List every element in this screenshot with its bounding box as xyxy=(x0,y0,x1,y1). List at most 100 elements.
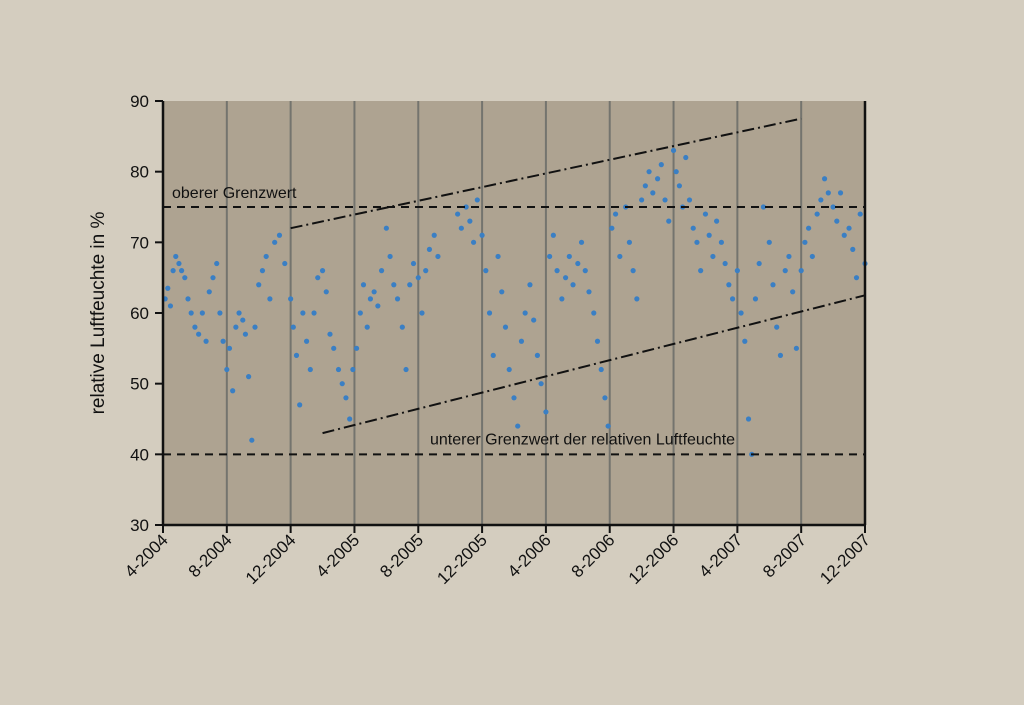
data-point xyxy=(729,296,736,302)
data-point xyxy=(236,310,242,316)
data-point xyxy=(522,310,528,316)
data-point xyxy=(506,366,512,373)
data-point xyxy=(654,176,661,182)
data-point xyxy=(307,366,313,373)
data-point xyxy=(391,282,397,288)
data-point xyxy=(850,246,856,252)
data-point xyxy=(714,218,720,224)
data-point xyxy=(777,352,784,358)
y-tick-label: 50 xyxy=(130,375,149,394)
data-point xyxy=(327,331,333,337)
data-point xyxy=(165,285,171,291)
data-point xyxy=(303,338,310,344)
data-point xyxy=(802,239,808,245)
x-tick-label: 12-2007 xyxy=(816,530,874,588)
data-point xyxy=(666,218,672,224)
y-axis-title: relative Luftfeuchte in % xyxy=(88,212,109,415)
data-point xyxy=(206,289,212,295)
data-point xyxy=(634,296,640,302)
data-point xyxy=(694,239,700,245)
data-point xyxy=(734,268,740,274)
data-point xyxy=(394,296,401,302)
data-point xyxy=(770,282,776,288)
data-point xyxy=(176,260,182,267)
data-point xyxy=(249,437,255,443)
data-point xyxy=(534,352,541,358)
data-point xyxy=(821,176,828,182)
upper-limit-label: oberer Grenzwert xyxy=(172,185,297,202)
data-point xyxy=(300,310,306,316)
data-point xyxy=(230,388,236,394)
trend-lines xyxy=(290,117,866,435)
data-point xyxy=(357,310,363,316)
x-tick-label: 4-2007 xyxy=(695,530,746,581)
data-point xyxy=(786,253,792,260)
data-point xyxy=(343,395,349,401)
data-point xyxy=(426,246,433,252)
data-point xyxy=(511,395,517,401)
data-point xyxy=(502,324,509,330)
data-point xyxy=(559,296,565,302)
data-point xyxy=(722,260,728,267)
data-point xyxy=(683,154,689,161)
data-point xyxy=(825,190,831,196)
data-point xyxy=(293,352,300,358)
data-point xyxy=(698,268,704,274)
x-tick-label: 8-2005 xyxy=(376,530,427,581)
data-point xyxy=(837,190,844,196)
x-tick-label: 4-2005 xyxy=(312,530,363,581)
data-point xyxy=(566,253,572,260)
data-point xyxy=(543,409,549,415)
data-point xyxy=(350,366,356,373)
upper-trend-line xyxy=(290,117,802,230)
data-point xyxy=(353,345,360,351)
data-point xyxy=(288,296,294,302)
data-point xyxy=(319,268,326,274)
data-point xyxy=(399,324,405,330)
data-point xyxy=(650,190,656,196)
data-point xyxy=(217,310,223,316)
data-point xyxy=(463,204,469,210)
data-point xyxy=(335,366,342,373)
data-point xyxy=(224,366,230,373)
data-point xyxy=(547,253,553,260)
data-point xyxy=(562,275,569,281)
data-point xyxy=(766,239,772,245)
data-point xyxy=(793,345,799,351)
data-point xyxy=(415,275,421,281)
data-point xyxy=(602,395,608,401)
data-point xyxy=(686,197,693,203)
data-point xyxy=(188,310,194,316)
data-point xyxy=(809,253,815,260)
data-point xyxy=(375,303,381,309)
data-point xyxy=(527,282,533,288)
data-point xyxy=(226,345,233,351)
data-point xyxy=(486,310,493,316)
data-point xyxy=(479,232,485,238)
data-point xyxy=(752,296,759,302)
data-point xyxy=(594,338,601,344)
data-point xyxy=(455,211,461,217)
data-point xyxy=(830,204,836,210)
data-point xyxy=(367,296,374,302)
data-point xyxy=(575,260,581,267)
data-point xyxy=(435,253,441,260)
data-point xyxy=(203,338,209,344)
data-point xyxy=(410,260,417,267)
data-point xyxy=(246,374,252,380)
x-tick-label: 8-2004 xyxy=(185,530,236,581)
data-point xyxy=(591,310,597,316)
data-point xyxy=(323,289,329,295)
plot-area xyxy=(163,101,865,525)
data-point xyxy=(609,225,615,231)
data-point xyxy=(499,289,505,295)
data-point xyxy=(662,197,668,203)
lower-limit-label: unterer Grenzwert der relativen Luftfeuc… xyxy=(430,431,735,448)
data-point xyxy=(210,275,216,281)
data-point xyxy=(578,239,585,245)
data-point xyxy=(745,416,752,422)
y-tick-label: 70 xyxy=(130,233,149,252)
data-point xyxy=(658,162,664,168)
data-point xyxy=(467,218,473,224)
data-point xyxy=(710,253,716,260)
